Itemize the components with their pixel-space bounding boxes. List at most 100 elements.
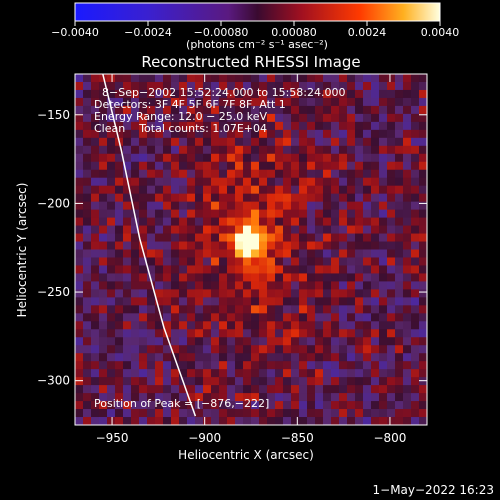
- heatmap-cell: [99, 337, 108, 346]
- heatmap-cell: [419, 249, 427, 259]
- heatmap-cell: [107, 241, 116, 251]
- heatmap-cell: [339, 313, 348, 322]
- heatmap-cell: [315, 249, 324, 259]
- heatmap-cell: [107, 305, 116, 314]
- heatmap-cell: [227, 257, 236, 267]
- heatmap-cell: [227, 385, 236, 394]
- heatmap-cell: [163, 209, 172, 219]
- heatmap-cell: [275, 105, 284, 115]
- heatmap-cell: [331, 345, 340, 354]
- heatmap-cell: [379, 225, 388, 235]
- heatmap-cell: [371, 409, 380, 418]
- heatmap-cell: [379, 305, 388, 314]
- heatmap-cell: [331, 289, 340, 298]
- heatmap-cell: [195, 393, 204, 402]
- heatmap-cell: [387, 369, 396, 378]
- heatmap-cell: [379, 401, 388, 410]
- heatmap-cell: [123, 313, 132, 322]
- heatmap-cell: [339, 249, 348, 259]
- heatmap-cell: [355, 145, 364, 155]
- heatmap-cell: [299, 177, 308, 187]
- x-axis-label: Heliocentric X (arcsec): [178, 448, 314, 462]
- heatmap-cell: [395, 241, 404, 251]
- heatmap-cell: [219, 74, 228, 83]
- heatmap-cell: [227, 113, 236, 123]
- heatmap-cell: [163, 297, 172, 306]
- heatmap-cell: [171, 377, 180, 386]
- heatmap-cell: [227, 345, 236, 354]
- heatmap-cell: [243, 193, 252, 203]
- heatmap-cell: [251, 377, 260, 386]
- heatmap-cell: [347, 321, 356, 330]
- heatmap-cell: [315, 137, 324, 147]
- heatmap-cell: [259, 105, 268, 115]
- heatmap-cell: [259, 121, 268, 131]
- heatmap-cell: [155, 185, 164, 195]
- heatmap-cell: [227, 121, 236, 131]
- heatmap-cell: [235, 129, 244, 139]
- heatmap-cell: [315, 225, 324, 235]
- heatmap-cell: [395, 289, 404, 298]
- heatmap-cell: [363, 361, 372, 370]
- heatmap-cell: [91, 217, 100, 227]
- heatmap-cell: [243, 145, 252, 155]
- heatmap-cell: [379, 161, 388, 171]
- heatmap-cell: [419, 193, 427, 203]
- heatmap-cell: [83, 377, 92, 386]
- heatmap-cell: [387, 153, 396, 163]
- heatmap-cell: [147, 193, 156, 203]
- heatmap-cell: [315, 417, 324, 425]
- heatmap-cell: [395, 233, 404, 243]
- heatmap-cell: [107, 385, 116, 394]
- heatmap-cell: [147, 337, 156, 346]
- heatmap-cell: [347, 409, 356, 418]
- heatmap-cell: [275, 129, 284, 139]
- heatmap-cell: [419, 305, 427, 314]
- heatmap-cell: [419, 241, 427, 251]
- heatmap-cell: [75, 89, 84, 99]
- heatmap-cell: [219, 361, 228, 370]
- heatmap-cell: [371, 249, 380, 259]
- heatmap-cell: [99, 385, 108, 394]
- heatmap-cell: [203, 313, 212, 322]
- heatmap-cell: [211, 273, 220, 283]
- heatmap-cell: [259, 321, 268, 330]
- heatmap-cell: [91, 193, 100, 203]
- heatmap-cell: [147, 129, 156, 139]
- heatmap-cell: [371, 153, 380, 163]
- heatmap-cell: [347, 89, 356, 99]
- heatmap-cell: [195, 313, 204, 322]
- heatmap-cell: [323, 409, 332, 418]
- heatmap-cell: [83, 217, 92, 227]
- heatmap-cell: [403, 193, 412, 203]
- heatmap-cell: [339, 201, 348, 211]
- heatmap-cell: [235, 353, 244, 362]
- heatmap-cell: [163, 337, 172, 346]
- heatmap-cell: [387, 249, 396, 259]
- heatmap-cell: [275, 177, 284, 187]
- heatmap-cell: [155, 393, 164, 402]
- heatmap-cell: [411, 81, 420, 91]
- heatmap-cell: [227, 321, 236, 330]
- heatmap-cell: [259, 113, 268, 123]
- time-range-text: 8−Sep−2002 15:52:24.000 to 15:58:24.000: [102, 86, 345, 99]
- heatmap-cell: [115, 241, 124, 251]
- heatmap-cell: [347, 417, 356, 425]
- heatmap-cell: [259, 201, 268, 211]
- heatmap-cell: [419, 361, 427, 370]
- heatmap-cell: [371, 353, 380, 362]
- heatmap-cell: [131, 345, 140, 354]
- heatmap-cell: [123, 305, 132, 314]
- heatmap-cell: [387, 321, 396, 330]
- heatmap-cell: [115, 369, 124, 378]
- heatmap-cell: [75, 153, 84, 163]
- heatmap-cell: [299, 74, 308, 83]
- heatmap-cell: [123, 409, 132, 418]
- heatmap-cell: [419, 329, 427, 338]
- heatmap-cell: [259, 401, 268, 410]
- heatmap-cell: [83, 209, 92, 219]
- heatmap-cell: [99, 249, 108, 259]
- heatmap-cell: [403, 161, 412, 171]
- heatmap-cell: [147, 161, 156, 171]
- heatmap-cell: [291, 129, 300, 139]
